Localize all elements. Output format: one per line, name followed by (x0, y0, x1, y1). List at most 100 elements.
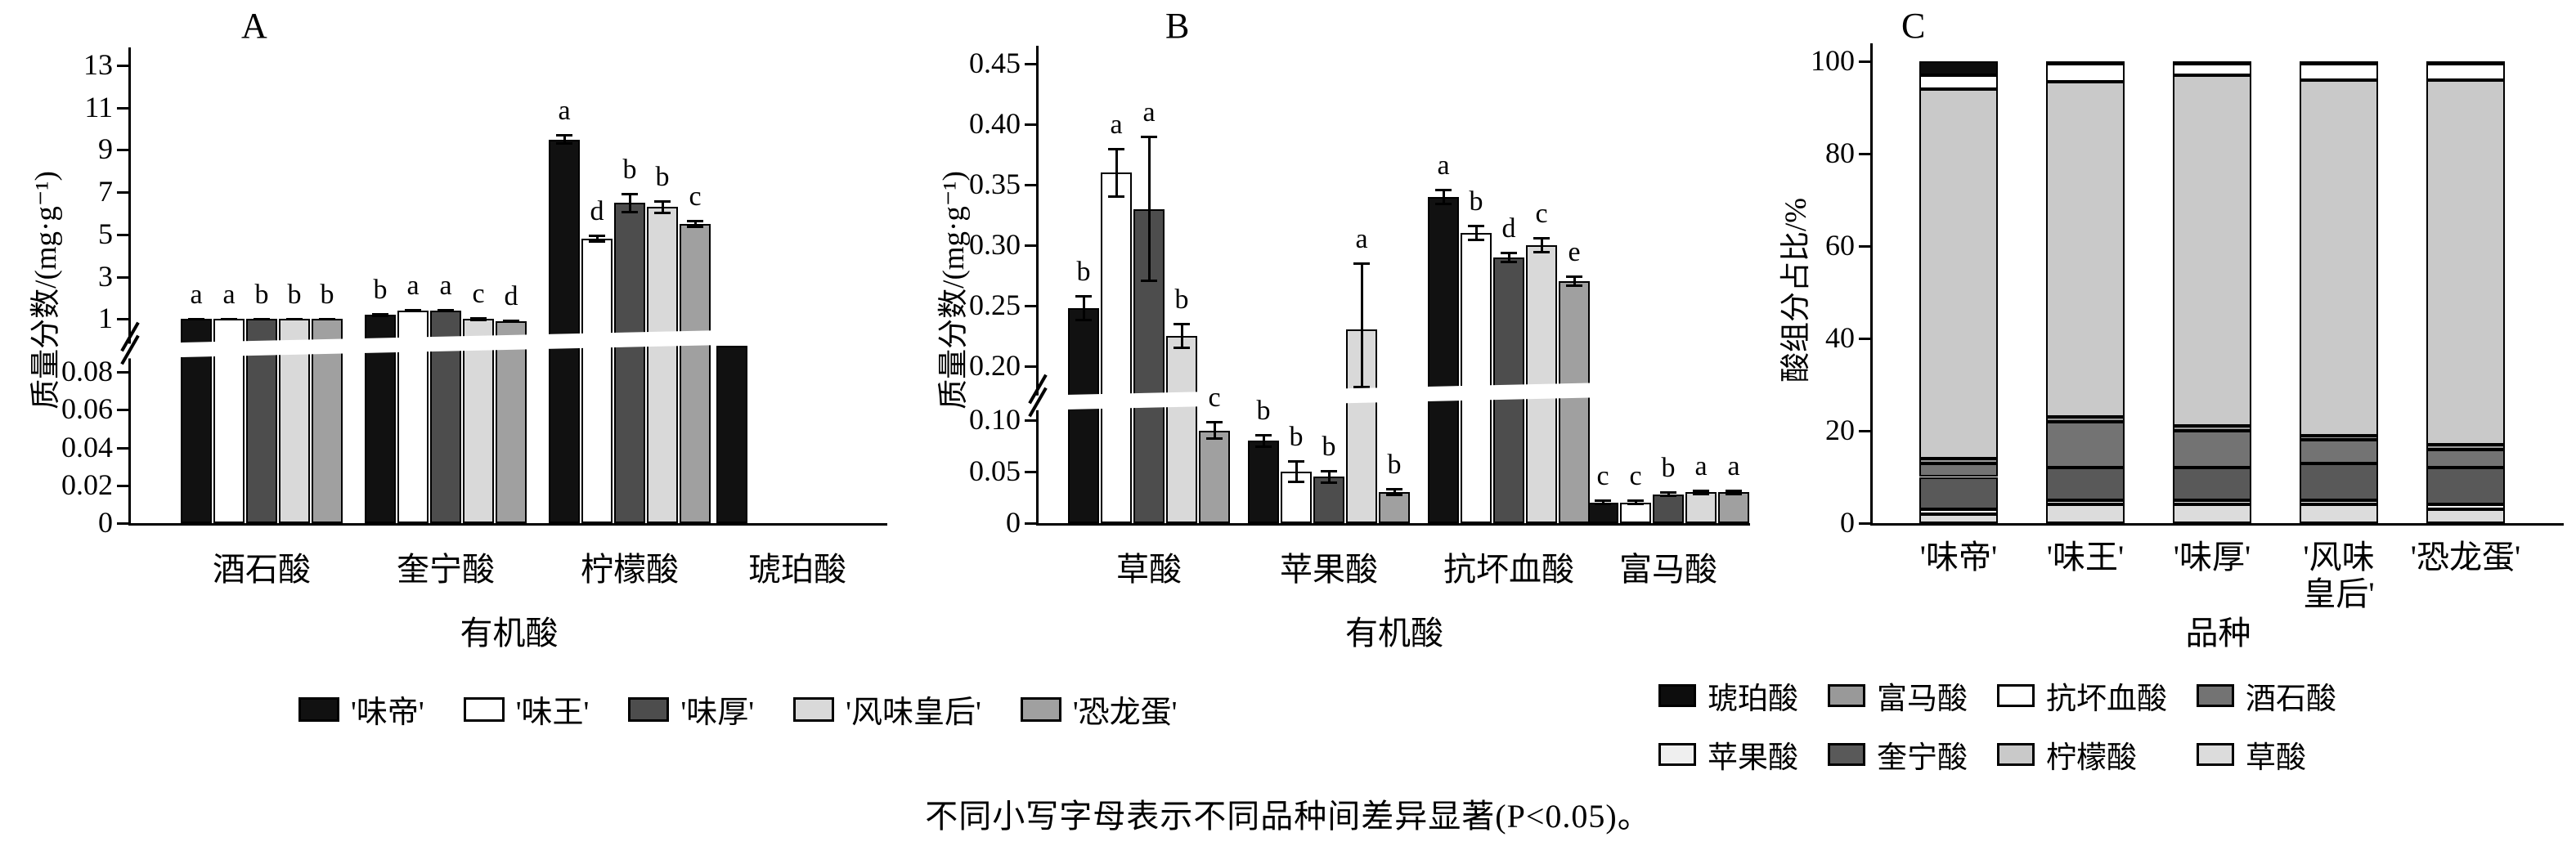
sig-letter: c (1535, 199, 1548, 229)
error-cap (286, 318, 303, 321)
sig-letter: b (1322, 431, 1336, 462)
bar (647, 207, 678, 523)
error-cap (1435, 202, 1452, 205)
category-label: '味帝' (1919, 539, 1998, 575)
legend-label: '味王' (515, 696, 590, 730)
error-cap (1108, 147, 1124, 150)
error-bar (1115, 148, 1118, 197)
error-bar (1634, 500, 1637, 505)
y-tick (1025, 522, 1036, 525)
error-bar (1082, 296, 1085, 320)
legend-label: 柠檬酸 (2046, 741, 2137, 775)
y-tick (1859, 522, 1870, 525)
error-cap (372, 314, 388, 317)
panel-label: C (1901, 6, 1926, 46)
error-cap (1206, 421, 1223, 424)
legend-swatch (1020, 696, 1061, 722)
acid-legend-item: 酒石酸 (2197, 674, 2336, 718)
error-cap (1141, 280, 1157, 283)
sig-letter: c (472, 279, 485, 310)
error-cap (1726, 489, 1742, 492)
y-tick-label: 0.02 (61, 468, 113, 501)
bar (1101, 172, 1132, 523)
sig-letter: b (1387, 450, 1402, 481)
bar (1068, 307, 1099, 523)
sig-letter: b (320, 279, 334, 310)
y-tick-label: 0.25 (969, 288, 1021, 321)
error-cap (1595, 499, 1611, 503)
error-cap (1435, 188, 1452, 191)
error-cap (1693, 492, 1709, 495)
legend-label: '风味皇后' (846, 696, 981, 730)
y-tick-label: 3 (98, 259, 113, 293)
sig-letter: c (1629, 461, 1642, 492)
bar (1199, 430, 1230, 523)
y-tick (117, 149, 128, 152)
error-cap (1386, 488, 1402, 491)
error-cap (1075, 318, 1092, 321)
y-tick-label: 11 (84, 90, 113, 123)
stack-segment (2173, 61, 2251, 65)
error-cap (556, 134, 572, 137)
stack-segment (2426, 63, 2505, 80)
error-cap (1288, 480, 1304, 483)
stack-segment (2173, 431, 2251, 468)
y-tick (1025, 244, 1036, 247)
y-tick-label: 60 (1825, 229, 1855, 262)
sig-letter: d (504, 281, 518, 312)
error-cap (622, 192, 638, 195)
y-tick-label: 0.20 (969, 348, 1021, 382)
y-tick (117, 371, 128, 374)
error-cap (1468, 238, 1484, 241)
stack-segment (2426, 468, 2505, 505)
error-cap (372, 313, 388, 316)
stack-segment (2426, 444, 2505, 450)
bar (1248, 441, 1279, 523)
bar (549, 139, 580, 523)
error-cap (438, 310, 454, 313)
error-cap (405, 310, 421, 313)
y-tick (117, 484, 128, 487)
y-tick (1859, 245, 1870, 248)
x-axis (128, 523, 887, 526)
sig-letter: a (1437, 150, 1450, 181)
y-tick (1859, 60, 1870, 63)
sig-letter: b (254, 279, 269, 310)
error-cap (1595, 503, 1611, 506)
x-axis (1036, 523, 1750, 526)
error-cap (254, 318, 270, 321)
sig-letter: a (1355, 224, 1368, 255)
category-label: 奎宁酸 (397, 551, 495, 588)
stack-segment (2300, 504, 2378, 523)
sig-letter: b (1174, 284, 1189, 316)
legend-label: '味帝' (351, 696, 424, 730)
bar (1718, 492, 1749, 523)
error-cap (1174, 346, 1190, 349)
error-cap (654, 212, 671, 215)
error-cap (1174, 323, 1190, 326)
figure-caption: 不同小写字母表示不同品种间差异显著(P<0.05)。 (925, 798, 1651, 835)
error-cap (1533, 237, 1550, 240)
error-cap (1321, 481, 1337, 484)
bar (496, 321, 527, 523)
variety-legend-item: '恐龙蛋' (1020, 687, 1178, 732)
bar (1559, 281, 1590, 523)
x-axis-title: 品种 (2185, 615, 2251, 651)
y-tick-label: 5 (98, 217, 113, 250)
stack-segment (2046, 499, 2125, 505)
y-tick (1859, 430, 1870, 432)
category-label: 柠檬酸 (581, 551, 679, 588)
error-cap (319, 318, 335, 321)
stack-segment (1919, 509, 1998, 514)
y-tick-label: 0 (98, 506, 113, 539)
acid-legend-item: 抗坏血酸 (1997, 674, 2167, 718)
y-tick-label: 13 (83, 48, 113, 81)
y-tick (1025, 63, 1036, 65)
category-label: 琥珀酸 (748, 551, 846, 588)
acid-legend: 琥珀酸 富马酸 抗坏血酸 酒石酸 苹果酸 奎宁酸 柠檬酸 草酸 (1658, 674, 2336, 777)
y-tick-label: 1 (98, 302, 113, 335)
legend-swatch (1658, 743, 1696, 766)
y-tick (1025, 304, 1036, 307)
legend-label: 酒石酸 (2246, 683, 2336, 716)
error-cap (1255, 445, 1272, 448)
